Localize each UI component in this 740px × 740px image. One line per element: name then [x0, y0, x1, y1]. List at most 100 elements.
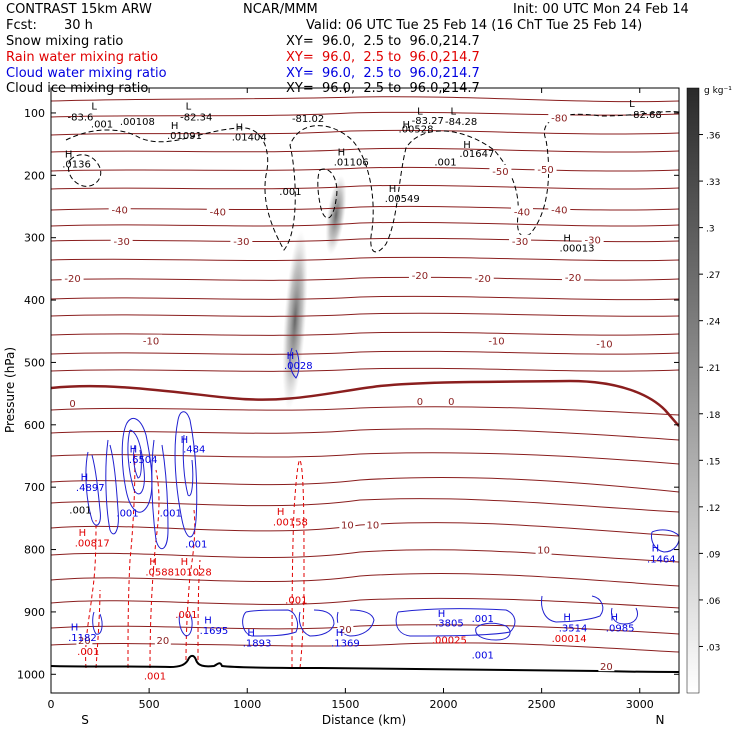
isotherm-label: -40: [210, 207, 226, 218]
cloud-water-contour: [289, 347, 300, 379]
isotherm-line: [51, 256, 679, 262]
isotherm-label: -20: [475, 274, 491, 285]
low-marker: L: [417, 106, 423, 117]
extremum-value: -82.34: [180, 113, 212, 124]
freezing-level: [51, 379, 679, 427]
cloud-water-contour: [105, 439, 119, 535]
colorbar-tick-label: .15: [706, 457, 720, 467]
high-marker: H: [389, 184, 397, 195]
isotherm-label-bg: [110, 234, 133, 246]
y-tick-label: 700: [24, 481, 45, 494]
y-tick-label: 100: [24, 107, 45, 120]
isotherm-label: 20: [156, 636, 169, 647]
extremum-value: .0136: [62, 159, 91, 170]
high-marker: H: [149, 557, 157, 568]
isotherm-label-bg: [364, 518, 381, 530]
x-axis: 0 500 1000 1500 2000 2500 3000: [48, 88, 654, 711]
extremum-value: -83.27: [412, 116, 444, 127]
rain-contour: [127, 449, 136, 669]
cloud-ice-contour: [317, 168, 338, 219]
extremum-value: .001: [91, 120, 113, 131]
extremum-value: .0028: [284, 361, 313, 372]
isotherm-line: [51, 96, 679, 103]
isotherm-label: 0: [448, 397, 454, 408]
colorbar-unit: g kg⁻¹: [704, 86, 732, 96]
isotherm-line: [51, 166, 679, 172]
isotherm-label-bg: [339, 518, 356, 530]
isotherm-label-bg: [206, 205, 229, 217]
rain-contour: [95, 589, 101, 669]
extremum-value: .484: [183, 445, 205, 456]
isotherm-label: -30: [113, 237, 129, 248]
high-marker: H: [171, 121, 179, 132]
isotherm-label: -50: [537, 165, 553, 176]
extremum-value: .01404: [232, 133, 267, 144]
high-marker: H: [247, 628, 255, 639]
field-name-cloud-water: Cloud water mixing ratio: [6, 66, 167, 81]
isotherm-label-bg: [598, 660, 615, 672]
isotherm-label-bg: [548, 203, 571, 215]
extremum-value: .0985: [606, 624, 635, 635]
y-tick-label: 900: [24, 606, 45, 619]
isotherm-label: -30: [584, 236, 600, 247]
cloud-water-contour: [611, 607, 638, 625]
snow-shading-upper: [325, 175, 347, 255]
x-axis-title: Distance (km): [322, 713, 406, 727]
extremum-value: .05881: [145, 567, 180, 578]
extremum-value: .00013: [559, 244, 594, 255]
high-marker: H: [181, 557, 189, 568]
isotherm-label: 10: [366, 521, 379, 532]
isotherm-label: 20: [78, 636, 91, 647]
isotherm-label: -40: [514, 207, 530, 218]
colorbar-tick-label: .36: [706, 132, 721, 142]
extremum-value: .00108: [120, 117, 155, 128]
isotherm-label: 10: [341, 521, 354, 532]
north-label: N: [656, 713, 665, 727]
extremum-value: .3805: [435, 619, 464, 630]
y-tick-label: 600: [24, 419, 45, 432]
isotherm-line: [51, 184, 679, 190]
high-marker: H: [65, 149, 73, 160]
isotherm-label-bg: [408, 269, 431, 281]
colorbar-ticks: .36 .33 .3 .27 .24 .21 .18 .15 .12 .09 .06 .03: [699, 132, 721, 653]
extremum-value: .001: [472, 614, 494, 625]
cloud-water-contour: [651, 529, 679, 553]
extremum-value: -83.6: [68, 113, 94, 124]
high-marker: H: [277, 507, 285, 518]
isotherm-label: -80: [551, 113, 567, 124]
x-tick-label: 2500: [528, 698, 556, 711]
extremum-value: .01028: [177, 567, 212, 578]
x-tick-label: 500: [139, 698, 160, 711]
isotherm-label: -40: [112, 206, 128, 217]
extremum-value: .001: [116, 509, 138, 520]
isotherm-label-bg: [414, 395, 425, 407]
extremum-value: -82.68: [630, 110, 662, 121]
isotherm-line: [51, 205, 679, 211]
colorbar-tick-label: .27: [706, 271, 720, 281]
isotherm-label: 20: [339, 625, 352, 636]
isotherm-label-bg: [562, 270, 585, 282]
high-marker: H: [563, 234, 571, 245]
isotherm-label: 0: [417, 397, 423, 408]
field-xy-rain: XY= 96.0, 2.5 to 96.0,214.7: [286, 50, 480, 65]
extremum-value: .01647: [459, 149, 494, 160]
extremum-value: .4897: [76, 483, 105, 494]
isotherm-line: [51, 221, 679, 227]
extremum-value: .001: [285, 595, 307, 606]
south-label: S: [81, 713, 89, 727]
field-xy-cloud-water: XY= 96.0, 2.5 to 96.0,214.7: [286, 66, 480, 81]
isotherm-label-bg: [67, 396, 78, 408]
isotherm-label: 10: [537, 546, 550, 557]
isotherm-label-bg: [230, 234, 253, 246]
extremum-value: .3514: [559, 624, 588, 635]
isotherm-line: [51, 498, 679, 513]
rain-contour: [291, 459, 305, 669]
cloud-water-contour: [85, 451, 101, 526]
isotherm-line: [51, 295, 679, 301]
cloud-water-contours: [85, 347, 679, 641]
cloud-water-contour: [133, 444, 142, 479]
model-title: CONTRAST 15km ARW: [6, 2, 152, 17]
extremum-value: .001: [144, 672, 166, 683]
